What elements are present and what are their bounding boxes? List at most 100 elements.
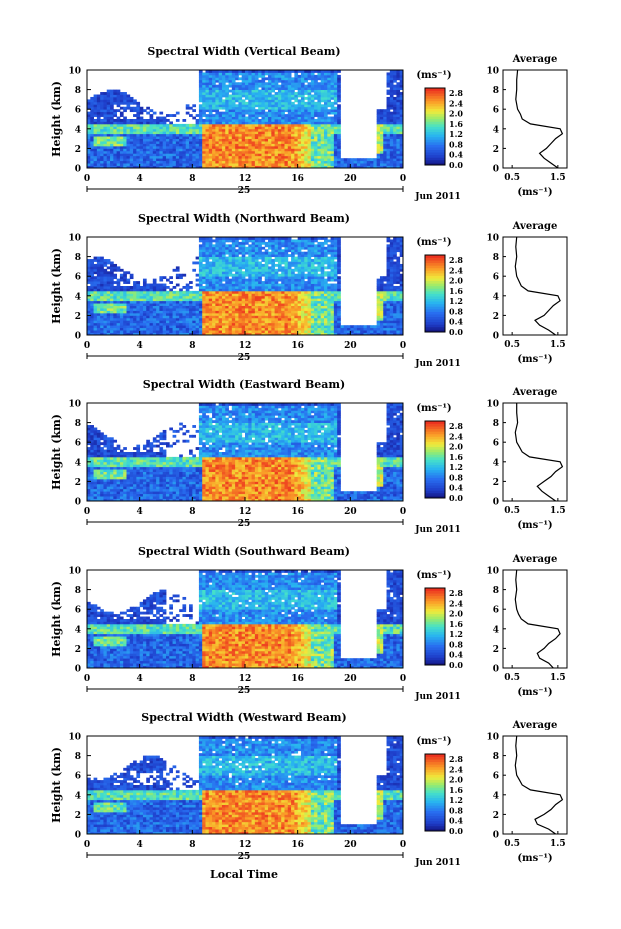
heatmap-cell xyxy=(228,84,233,88)
heatmap-cell xyxy=(294,77,299,81)
heatmap-cell xyxy=(189,158,193,162)
heatmap-cell xyxy=(228,82,233,86)
heatmap-cell xyxy=(245,126,249,130)
heatmap-cell xyxy=(106,330,111,333)
heatmap-cell xyxy=(142,278,147,282)
heatmap-cell xyxy=(103,133,108,137)
heatmap-cell xyxy=(90,325,94,329)
heatmap-cell xyxy=(116,286,121,289)
heatmap-cell xyxy=(284,106,289,110)
heatmap-cell xyxy=(324,143,328,147)
heatmap-cell xyxy=(300,158,305,162)
heatmap-cell xyxy=(274,281,279,284)
heatmap-cell xyxy=(212,276,216,280)
heatmap-cell xyxy=(136,303,141,306)
heatmap-cell xyxy=(258,79,262,83)
heatmap-cell xyxy=(291,239,295,243)
heatmap-cell xyxy=(192,261,197,265)
heatmap-cell xyxy=(166,155,170,159)
heatmap-cell xyxy=(389,77,394,81)
heatmap-cell xyxy=(113,322,118,326)
heatmap-cell xyxy=(399,138,404,142)
heatmap-cell xyxy=(231,239,236,243)
heatmap-cell xyxy=(215,300,220,304)
heatmap-cell xyxy=(166,123,170,127)
heatmap-cell xyxy=(110,322,114,326)
heatmap-cell xyxy=(350,158,355,162)
heatmap-cell xyxy=(106,259,111,262)
heatmap-cell xyxy=(90,106,94,110)
heatmap-cell xyxy=(119,278,124,282)
heatmap-cell xyxy=(235,332,239,336)
heatmap-cell xyxy=(271,286,276,289)
heatmap-cell xyxy=(373,160,378,164)
heatmap-cell xyxy=(258,143,262,147)
heatmap-cell xyxy=(169,303,173,306)
heatmap-cell xyxy=(389,158,394,162)
heatmap-cell xyxy=(297,138,302,142)
heatmap-cell xyxy=(251,322,256,326)
heatmap-cell xyxy=(205,293,210,297)
heatmap-cell xyxy=(264,70,269,73)
heatmap-cell xyxy=(162,330,167,333)
heatmap-cell xyxy=(274,237,279,240)
heatmap-cell xyxy=(172,308,177,311)
heatmap-cell xyxy=(205,136,210,139)
heatmap-cell xyxy=(337,153,341,157)
heatmap-cell xyxy=(307,104,312,108)
heatmap-cell xyxy=(218,72,223,76)
average-y-tick-label: 4 xyxy=(493,125,499,135)
heatmap-cell xyxy=(274,72,279,76)
heatmap-cell xyxy=(238,84,243,88)
heatmap-cell xyxy=(284,322,289,326)
heatmap-cell xyxy=(175,310,180,314)
heatmap-cell xyxy=(333,92,338,95)
heatmap-cell xyxy=(189,114,193,117)
heatmap-cell xyxy=(268,254,272,257)
heatmap-cell xyxy=(149,153,154,157)
heatmap-cell xyxy=(258,123,262,127)
heatmap-cell xyxy=(254,295,259,299)
heatmap-cell xyxy=(87,268,91,272)
heatmap-cell xyxy=(225,150,229,154)
heatmap-cell xyxy=(389,72,394,76)
heatmap-cell xyxy=(271,165,276,169)
heatmap-cell xyxy=(231,293,236,297)
heatmap-cell xyxy=(281,239,285,243)
heatmap-cell xyxy=(327,101,331,105)
heatmap-cell xyxy=(159,133,164,137)
heatmap-cell xyxy=(100,106,104,110)
heatmap-cell xyxy=(274,155,279,159)
heatmap-cell xyxy=(123,119,127,122)
heatmap-cell xyxy=(159,128,164,132)
heatmap-cell xyxy=(198,254,203,257)
heatmap-cell xyxy=(314,79,318,83)
heatmap-cell xyxy=(291,310,295,314)
heatmap-cell xyxy=(307,101,312,105)
heatmap-cell xyxy=(254,293,259,297)
heatmap-cell xyxy=(93,128,98,132)
colorbar-tick-label: 2.0 xyxy=(449,109,463,119)
heatmap-cell xyxy=(245,96,249,100)
heatmap-cell xyxy=(291,94,295,98)
heatmap-cell xyxy=(241,126,246,130)
heatmap-cell xyxy=(383,155,387,159)
heatmap-cell xyxy=(330,148,335,152)
heatmap-cell xyxy=(123,101,127,105)
heatmap-cell xyxy=(327,96,331,100)
heatmap-cell xyxy=(129,310,134,314)
heatmap-cell xyxy=(235,239,239,243)
heatmap-cell xyxy=(300,266,305,270)
heatmap-cell xyxy=(254,330,259,333)
heatmap-cell xyxy=(258,111,262,115)
heatmap-cell xyxy=(248,165,252,169)
heatmap-cell xyxy=(294,246,299,250)
heatmap-cell xyxy=(287,261,292,265)
heatmap-cell xyxy=(129,288,134,292)
heatmap-cell xyxy=(264,138,269,142)
heatmap-cell xyxy=(172,114,177,117)
heatmap-cell xyxy=(297,286,302,289)
heatmap-cell xyxy=(271,155,276,159)
heatmap-cell xyxy=(274,99,279,103)
heatmap-cell xyxy=(284,293,289,297)
